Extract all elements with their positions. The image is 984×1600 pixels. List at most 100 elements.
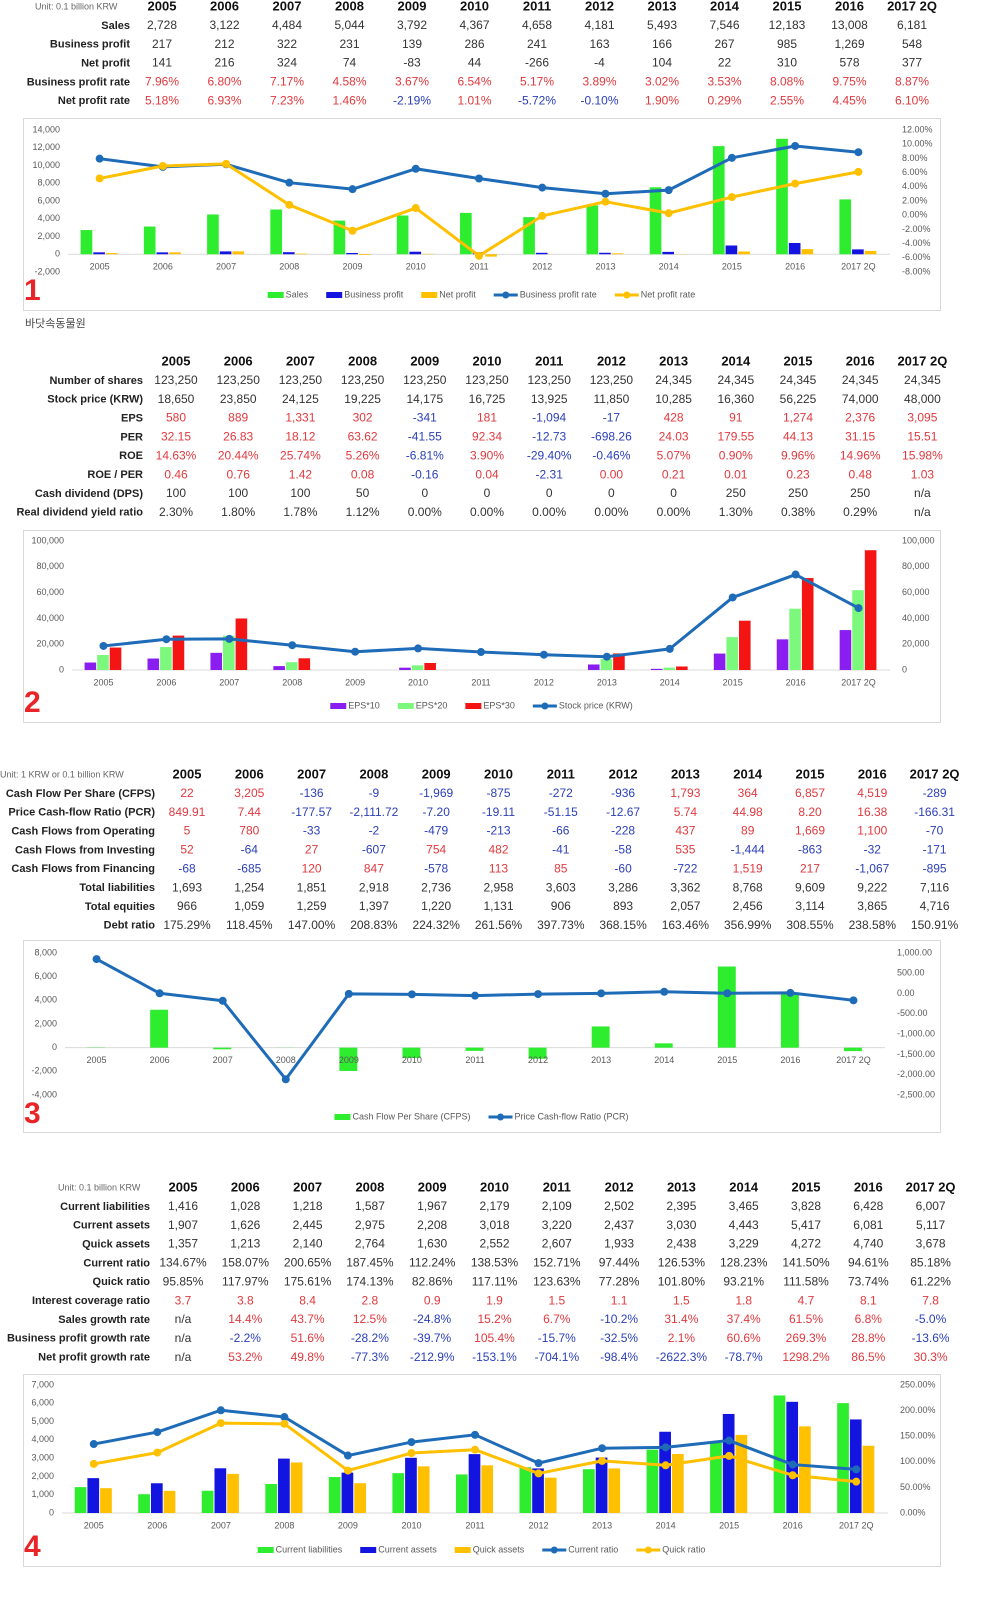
bar xyxy=(74,1487,87,1513)
table-cell: 0.29% xyxy=(843,505,877,519)
table-cell: 63.62 xyxy=(348,430,378,444)
bar xyxy=(213,1047,232,1050)
table-cell: 4,519 xyxy=(857,786,887,800)
bar xyxy=(663,667,676,670)
row-label: Net profit growth rate xyxy=(38,1352,150,1364)
table-cell: 356.99% xyxy=(724,918,772,932)
line-marker xyxy=(153,1448,162,1457)
y-tick-label: 0 xyxy=(49,1507,54,1517)
column-header: 2008 xyxy=(335,0,364,13)
figure-number: 3 xyxy=(24,1097,41,1130)
table-cell: 580 xyxy=(166,411,186,425)
y2-tick-label: -1,500.00 xyxy=(897,1049,935,1059)
column-header: 2009 xyxy=(398,0,427,13)
y-tick-label: 60,000 xyxy=(36,587,64,597)
y-tick-label: 7,000 xyxy=(31,1379,54,1389)
column-header: 2016 xyxy=(858,766,887,781)
table-cell: 2,552 xyxy=(479,1237,509,1251)
table-cell: 30.3% xyxy=(914,1350,948,1364)
line-marker xyxy=(471,1430,479,1439)
table-cell: 3,114 xyxy=(795,899,824,913)
table-cell: 322 xyxy=(277,37,297,51)
table-cell: -2 xyxy=(369,824,380,838)
x-tick-label: 2011 xyxy=(471,677,490,687)
table-cell: 6,007 xyxy=(916,1199,946,1213)
table-cell: 310 xyxy=(777,56,797,70)
table-cell: 105.4% xyxy=(474,1331,515,1345)
table-cell: 3,865 xyxy=(857,899,887,913)
bar xyxy=(219,251,232,255)
table-cell: 126.53% xyxy=(658,1256,706,1270)
table-cell: 0 xyxy=(546,486,553,500)
column-header: 2017 2Q xyxy=(897,353,947,368)
table-cell: 0.00% xyxy=(594,505,628,519)
legend-label: Net profit rate xyxy=(641,289,696,299)
table-cell: 13,925 xyxy=(531,392,568,406)
x-tick-label: 2007 xyxy=(219,677,239,687)
table-cell: 3,229 xyxy=(729,1237,759,1251)
x-tick-label: 2010 xyxy=(401,1520,421,1530)
bar xyxy=(523,217,535,255)
y2-tick-label: 40,000 xyxy=(902,613,930,623)
table-cell: 364 xyxy=(738,786,758,800)
x-tick-label: 2014 xyxy=(656,1520,676,1530)
table-cell: 4,716 xyxy=(920,899,950,913)
bar xyxy=(156,252,169,255)
legend-item: EPS*30 xyxy=(465,700,515,710)
table-cell: -177.57 xyxy=(291,805,332,819)
column-header: 2017 2Q xyxy=(910,766,960,781)
bar xyxy=(460,212,472,255)
table-cell: 18,650 xyxy=(158,392,195,406)
bar xyxy=(87,1478,100,1513)
row-label: Quick ratio xyxy=(93,1276,151,1288)
table-cell: 4,740 xyxy=(853,1237,883,1251)
table-cell: 100 xyxy=(228,486,248,500)
table-cell: -9 xyxy=(369,786,380,800)
table-cell: 118.45% xyxy=(226,918,273,932)
x-tick-label: 2016 xyxy=(780,1055,800,1065)
table-cell: 2,736 xyxy=(421,880,451,894)
table-cell: n/a xyxy=(175,1350,192,1364)
table-cell: 0.00% xyxy=(470,505,504,519)
table-cell: -12.73 xyxy=(532,430,566,444)
table-cell: 1,220 xyxy=(421,899,451,913)
bar xyxy=(671,1453,684,1513)
y2-tick-label: 0.00% xyxy=(900,1507,926,1517)
y-tick-label: 2,000 xyxy=(34,1018,57,1028)
table-cell: 44 xyxy=(468,56,482,70)
column-header: 2014 xyxy=(733,766,763,781)
table-cell: -1,067 xyxy=(855,861,889,875)
table-cell: 847 xyxy=(364,861,384,875)
line-marker xyxy=(99,641,108,650)
column-header: 2015 xyxy=(796,766,825,781)
column-header: 2012 xyxy=(609,766,638,781)
table-cell: -2,111.72 xyxy=(349,805,398,819)
table-cell: 7,116 xyxy=(920,880,949,894)
table-unit: Unit: 1 KRW or 0.1 billion KRW xyxy=(0,769,124,779)
table-cell: 20.44% xyxy=(218,448,259,462)
bar xyxy=(613,653,625,670)
column-header: 2007 xyxy=(273,0,302,13)
x-tick-label: 2007 xyxy=(211,1520,231,1530)
table-cell: 141.50% xyxy=(782,1256,830,1270)
x-tick-label: 2005 xyxy=(90,262,110,272)
bar xyxy=(735,1434,748,1513)
table-cell: 0.9 xyxy=(424,1293,441,1307)
line-marker xyxy=(788,1460,797,1469)
table-cell: 200.65% xyxy=(284,1256,332,1270)
column-header: 2007 xyxy=(293,1179,322,1194)
table-cell: 3.7 xyxy=(175,1293,192,1307)
table-cell: 1,669 xyxy=(795,824,825,838)
column-header: 2017 2Q xyxy=(906,1179,956,1194)
table-cell: 16,725 xyxy=(469,392,506,406)
table-cell: 3,122 xyxy=(209,18,239,32)
table-cell: 138.53% xyxy=(471,1256,519,1270)
legend-swatch xyxy=(330,703,347,709)
table-cell: 0.00 xyxy=(600,467,624,481)
table-cell: 22 xyxy=(718,56,732,70)
line-marker xyxy=(725,1451,734,1460)
bar xyxy=(399,667,411,670)
y-tick-label: -4,000 xyxy=(31,1089,57,1099)
bar xyxy=(278,1458,290,1513)
legend-label: Current liabilities xyxy=(276,1544,343,1554)
